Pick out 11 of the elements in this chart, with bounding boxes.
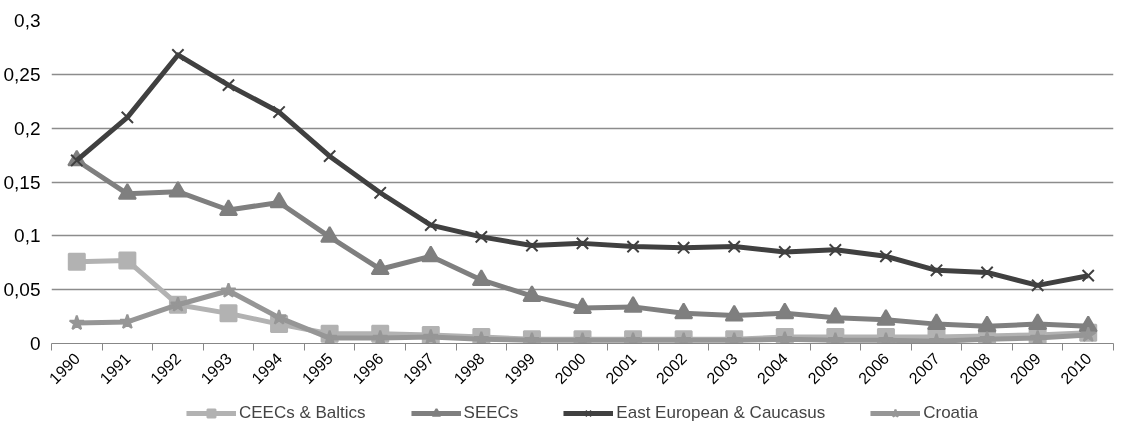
- y-tick-label: 0,05: [3, 279, 41, 301]
- y-tick-label: 0,2: [14, 117, 41, 139]
- y-tick-label: 0,15: [3, 171, 41, 193]
- y-tick-label: 0: [29, 333, 41, 354]
- legend-label: East European & Caucasus: [616, 403, 826, 423]
- legend-label: CEECs & Baltics: [238, 403, 366, 423]
- y-tick-label: 0,1: [14, 225, 41, 247]
- legend-label: SEECs: [463, 403, 519, 423]
- legend-label: Croatia: [923, 403, 979, 423]
- y-tick-label: 0,3: [14, 10, 41, 31]
- y-tick-label: 0,25: [3, 63, 41, 85]
